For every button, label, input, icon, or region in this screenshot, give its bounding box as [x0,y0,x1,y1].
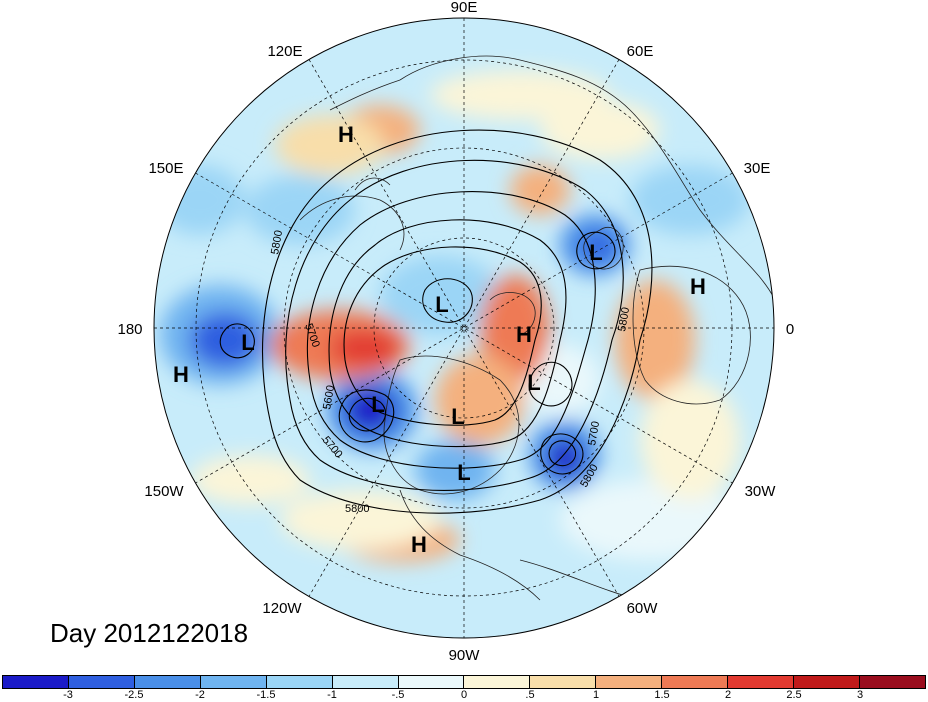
high-center: H [173,362,189,387]
high-center: H [690,274,706,299]
colorbar-tick-label: 2 [724,689,732,701]
colorbar [2,675,926,689]
colorbar-segment [266,676,333,688]
contour-label: 5600 [321,384,337,410]
colorbar-segment [728,676,795,688]
low-center: L [451,404,464,429]
colorbar-tick-label: .5 [525,689,535,701]
lon-label-150w: 150W [144,483,184,500]
low-center: L [435,292,448,317]
colorbar-segment [200,676,267,688]
colorbar-tick-label: -1 [327,689,337,701]
lon-label-30w: 30W [745,483,777,500]
pressure-centers: H L H L H L H L L L L H [173,122,706,557]
colorbar-segment [596,676,663,688]
colorbar-segment [398,676,465,688]
anomaly-field [154,18,774,638]
colorbar-tick-label: 1 [592,689,600,701]
high-center: H [338,122,354,147]
high-center: H [411,532,427,557]
colorbar-tick-label: 0 [460,689,468,701]
colorbar-tick-label: 1.5 [654,689,670,701]
colorbar-tick-label: 2.5 [786,689,802,701]
colorbar-labels: -3 -2.5 -2 -1.5 -1 -.5 0 .5 1 1.5 2 2.5 3 [0,689,928,702]
low-center: L [371,392,384,417]
colorbar-tick-label: -3 [63,689,73,701]
contour-label: 5800 [345,503,369,515]
low-center: L [527,370,540,395]
lon-label-60e: 60E [627,43,654,60]
lon-label-90w: 90W [449,647,481,664]
day-label: Day 2012122018 [50,618,249,648]
colorbar-segment [3,676,69,688]
colorbar-segment [332,676,399,688]
polar-stereographic-map: 90E 60E 30E 0 30W 60W 90W 120W 150W 180 … [117,0,794,664]
colorbar-segment [859,676,925,688]
colorbar-tick-label: 3 [856,689,864,701]
lon-label-150e: 150E [148,160,183,177]
map-boundary [153,17,775,639]
colorbar-segment [134,676,201,688]
high-center: H [516,322,532,347]
lon-label-120e: 120E [267,43,302,60]
colorbar-tick-label: -.5 [391,689,405,701]
colorbar-segment [794,676,860,688]
colorbar-segment [68,676,135,688]
low-center: L [241,330,254,355]
contour-label: 5800 [269,229,285,255]
low-center: L [589,240,602,265]
colorbar-segment [662,676,729,688]
height-contours [219,129,653,514]
colorbar-tick-label: -1.5 [256,689,276,701]
lon-label-30e: 30E [744,160,771,177]
colorbar-segment [530,676,597,688]
lon-label-0: 0 [786,321,794,338]
lon-label-180: 180 [117,321,142,338]
lon-label-90e: 90E [451,0,478,16]
lon-label-120w: 120W [262,600,302,617]
contour-label: 5800 [616,306,632,332]
low-center: L [457,460,470,485]
colorbar-tick-label: -2 [195,689,205,701]
colorbar-tick-label: -2.5 [124,689,144,701]
contour-label: 5700 [586,420,602,446]
meridians [154,18,774,638]
lon-label-60w: 60W [627,600,659,617]
colorbar-segment [464,676,531,688]
